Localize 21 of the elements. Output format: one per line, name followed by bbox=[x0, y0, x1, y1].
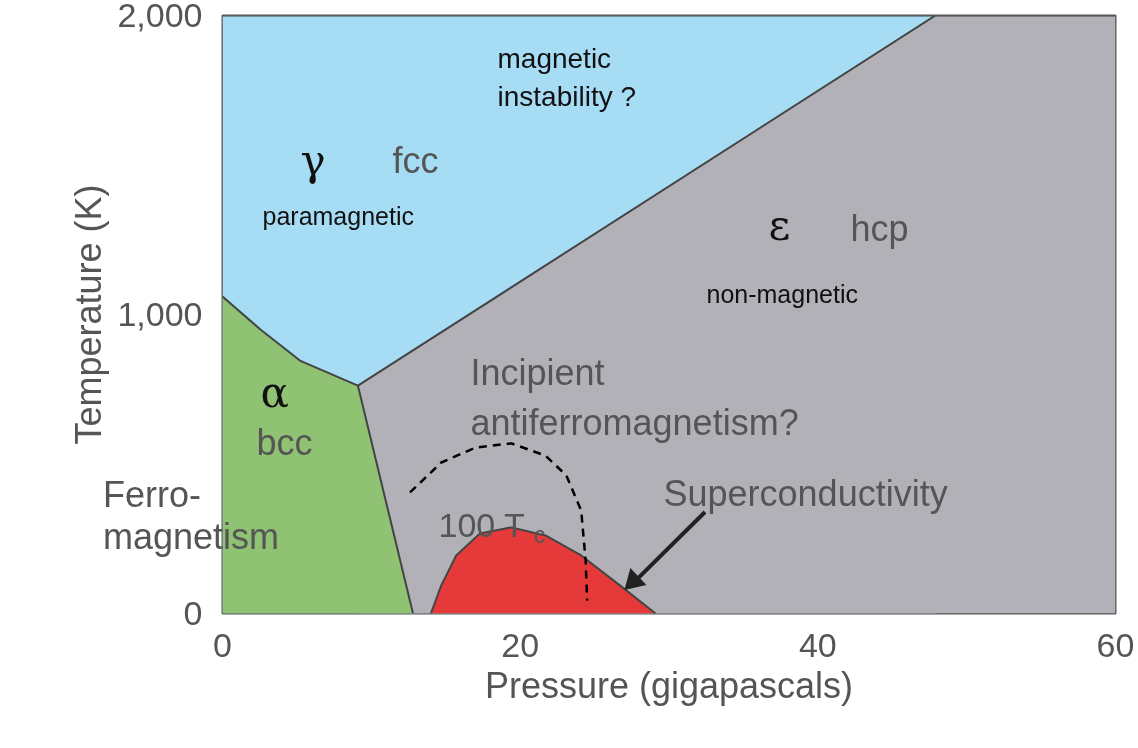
annotation: Superconductivity bbox=[663, 473, 948, 514]
y-tick-label: 0 bbox=[183, 594, 203, 632]
y-tick-label: 1,000 bbox=[117, 295, 203, 333]
annotation: non-magnetic bbox=[706, 279, 858, 308]
annotation: magnetic instability ? bbox=[497, 43, 637, 112]
annotation: ε bbox=[768, 201, 791, 250]
annotation: hcp bbox=[850, 208, 909, 249]
x-axis-title: Pressure (gigapascals) bbox=[484, 664, 854, 706]
line-series bbox=[408, 442, 589, 602]
annotation: paramagnetic bbox=[262, 201, 414, 230]
x-tick-label: 60 bbox=[1096, 625, 1135, 664]
annotation: fcc bbox=[392, 140, 439, 181]
x-tick-label: 40 bbox=[798, 625, 837, 664]
y-axis-title: Temperature (K) bbox=[68, 184, 110, 445]
x-tick-label: 0 bbox=[213, 625, 232, 664]
y-tick-label: 2,000 bbox=[117, 0, 203, 34]
annotation: bcc bbox=[256, 422, 313, 463]
x-tick-label: 20 bbox=[501, 625, 540, 664]
annotation: α bbox=[260, 368, 289, 417]
annotation: Incipient antiferromagnetism? bbox=[470, 352, 799, 443]
annotation: γ bbox=[300, 136, 326, 185]
